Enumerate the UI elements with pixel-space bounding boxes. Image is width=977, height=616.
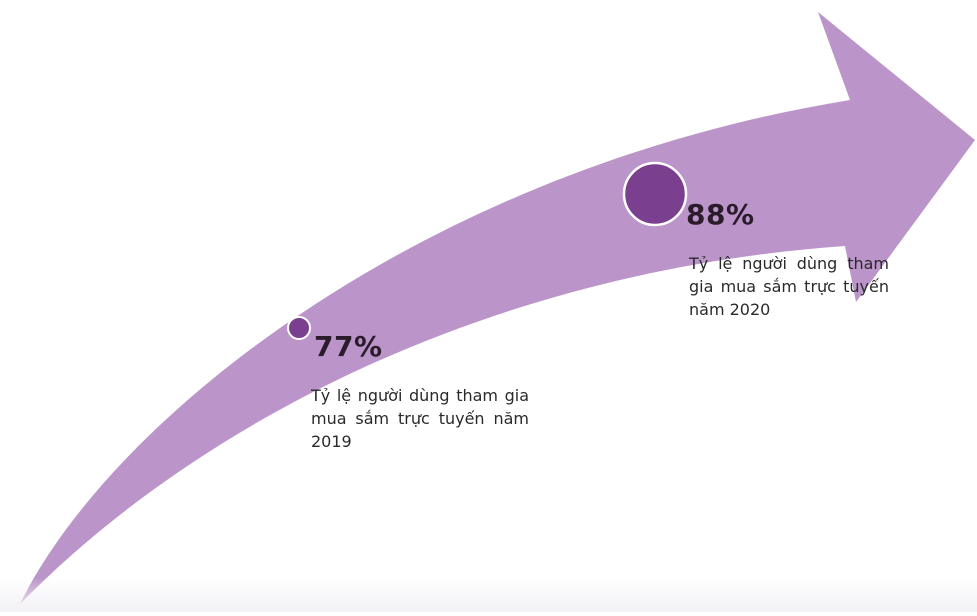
milestone-marker-2020 bbox=[622, 161, 688, 227]
curved-growth-arrow bbox=[20, 12, 975, 604]
milestone-2020-description: Tỷ lệ người dùng tham gia mua sắm trực t… bbox=[689, 254, 889, 319]
bottom-fade-band bbox=[0, 578, 977, 612]
milestone-2019-value: 77% bbox=[314, 330, 383, 363]
milestone-marker-2019 bbox=[287, 316, 311, 340]
milestone-2019-description: Tỷ lệ người dùng tham gia mua sắm trực t… bbox=[311, 386, 529, 451]
milestone-2020-value: 88% bbox=[686, 198, 755, 231]
